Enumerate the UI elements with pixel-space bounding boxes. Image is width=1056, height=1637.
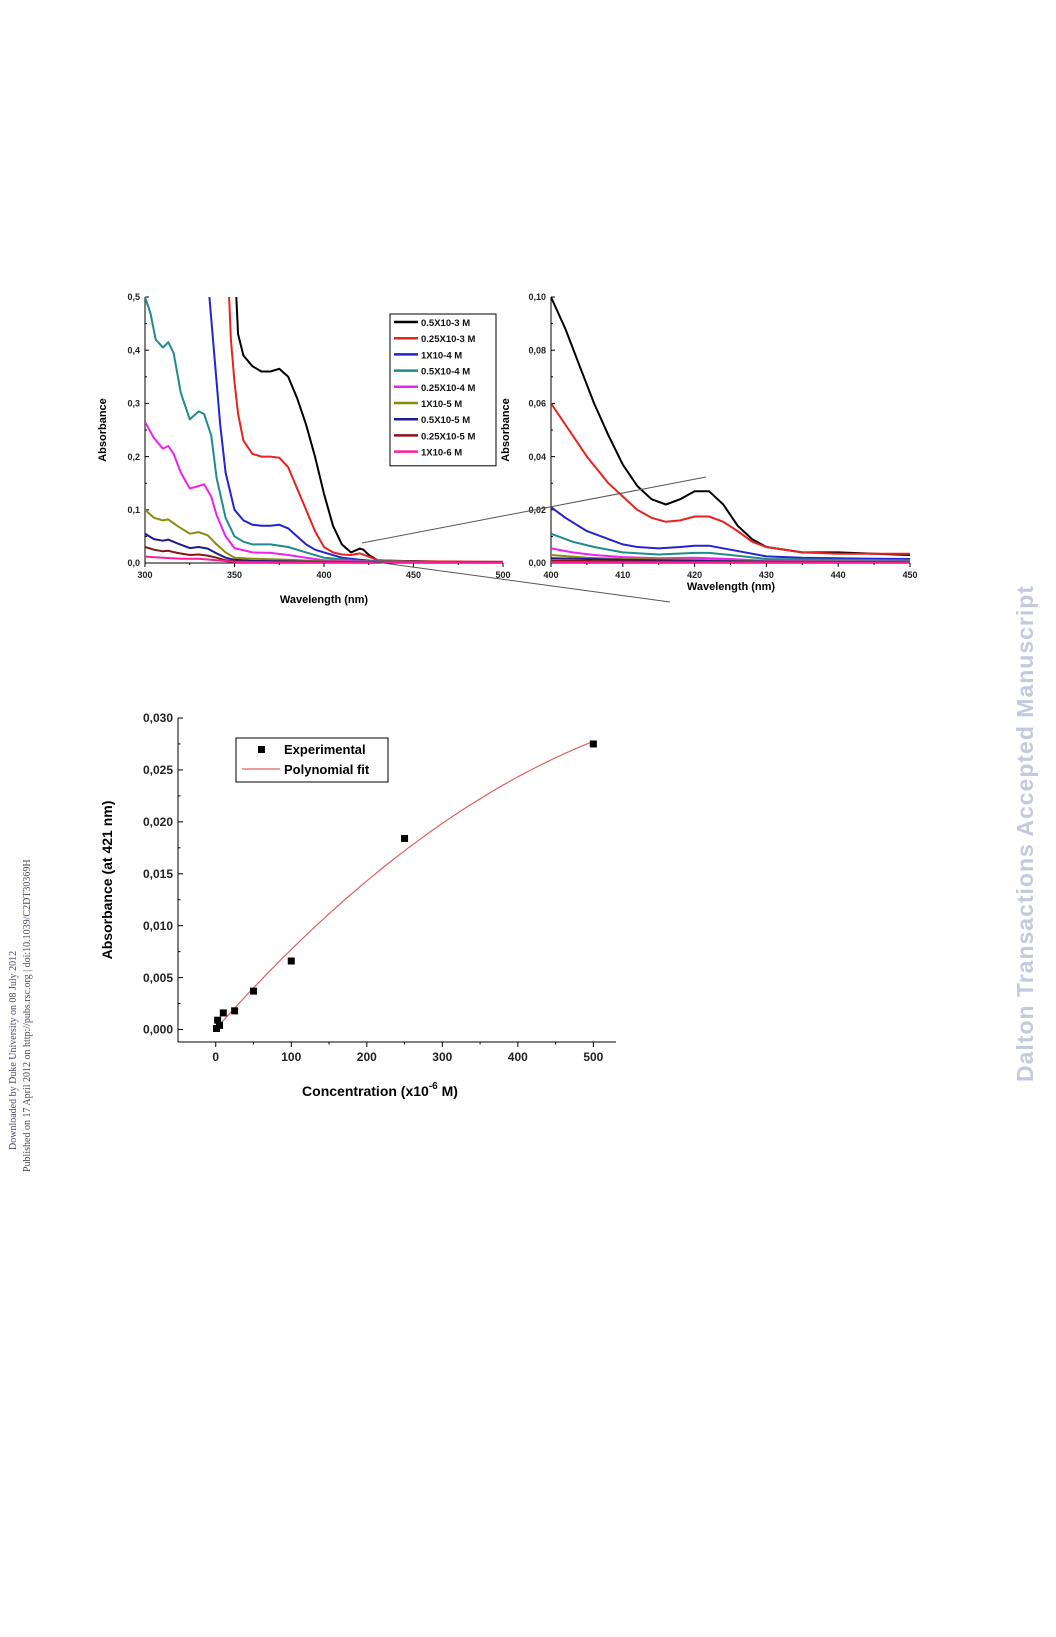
legend-entry: Polynomial fit bbox=[284, 762, 370, 777]
x-tick-label: 500 bbox=[495, 570, 510, 580]
y-tick-label: 0,00 bbox=[528, 558, 546, 568]
x-axis-label: Wavelength (nm) bbox=[687, 581, 776, 593]
y-axis-label: Absorbance bbox=[97, 398, 109, 462]
downloaded-line: Downloaded by Duke University on 08 July… bbox=[8, 950, 19, 1150]
legend-entry: 0.5X10-3 M bbox=[421, 318, 470, 329]
series-line-1x10-6-m bbox=[551, 561, 911, 563]
x-tick-label: 300 bbox=[137, 570, 152, 580]
y-axis-label: Absorbance (at 421 nm) bbox=[99, 801, 115, 960]
legend-entry: 1X10-4 M bbox=[421, 350, 462, 361]
series-line-0-5x10-4-m bbox=[551, 532, 911, 562]
zoom-connector-lines bbox=[361, 476, 707, 603]
series-line-0-25x10-4-m bbox=[145, 421, 503, 563]
series-group bbox=[551, 296, 911, 563]
legend-entry: Experimental bbox=[284, 742, 366, 757]
y-tick-label: 0,2 bbox=[127, 452, 140, 462]
experimental-point bbox=[214, 1016, 222, 1024]
x-tick-label: 410 bbox=[615, 570, 630, 580]
series-line-0-5x10-3-m bbox=[551, 296, 911, 556]
legend-entry: 0.5X10-4 M bbox=[421, 367, 470, 378]
experimental-point bbox=[219, 1009, 227, 1017]
experimental-point bbox=[231, 1007, 239, 1015]
y-tick-label: 0,020 bbox=[143, 815, 173, 829]
legend-entry: 0.25X10-4 M bbox=[421, 383, 475, 394]
y-tick-label: 0,4 bbox=[127, 345, 140, 355]
legend-entry: 0.25X10-3 M bbox=[421, 334, 475, 345]
y-tick-label: 0,3 bbox=[127, 399, 140, 409]
y-tick-label: 0,5 bbox=[127, 292, 140, 302]
y-tick-label: 0,015 bbox=[143, 867, 173, 881]
x-axis-label-suffix: M) bbox=[438, 1083, 458, 1099]
x-tick-label: 300 bbox=[432, 1050, 452, 1064]
x-tick-label: 440 bbox=[831, 570, 846, 580]
y-tick-label: 0,08 bbox=[528, 345, 546, 355]
x-tick-label: 0 bbox=[212, 1050, 219, 1064]
legend-entry: 0.25X10-5 M bbox=[421, 431, 475, 442]
x-tick-label: 100 bbox=[281, 1050, 301, 1064]
x-tick-label: 450 bbox=[406, 570, 421, 580]
legend-box bbox=[235, 737, 389, 783]
series-line-1x10-5-m bbox=[145, 509, 503, 563]
y-tick-label: 0,04 bbox=[528, 452, 546, 462]
experimental-point bbox=[287, 957, 295, 965]
experimental-point bbox=[401, 834, 409, 842]
y-tick-label: 0,06 bbox=[528, 399, 546, 409]
series-line-0-25x10-3-m bbox=[228, 296, 504, 563]
x-tick-label: 420 bbox=[687, 570, 702, 580]
series-line-0-5x10-4-m bbox=[145, 296, 504, 563]
legend-entry: 1X10-6 M bbox=[421, 448, 462, 459]
polynomial-fit-line bbox=[215, 740, 594, 1030]
published-line: Published on 17 April 2012 on http://pub… bbox=[22, 859, 33, 1172]
y-tick-label: 0,000 bbox=[143, 1023, 173, 1037]
x-axis-label: Wavelength (nm) bbox=[280, 594, 369, 606]
calibration-chart: 0,000 0,005 0,010 0,015 0,020 0,025 0,030 0 100 2… bbox=[99, 711, 616, 1099]
x-tick-label: 450 bbox=[902, 570, 917, 580]
x-tick-label: 350 bbox=[227, 570, 242, 580]
x-axis-label-main: Concentration (x10 bbox=[302, 1083, 429, 1099]
spectra-zoom-chart: 0,00 0,02 0,04 0,06 0,08 0,10 400 410 420 430 440 4… bbox=[500, 292, 918, 593]
y-tick-label: 0,005 bbox=[143, 971, 173, 985]
y-tick-label: 0,030 bbox=[143, 711, 173, 725]
experimental-point bbox=[250, 987, 258, 995]
legend-entry: 0.5X10-5 M bbox=[421, 415, 470, 426]
x-tick-label: 400 bbox=[316, 570, 331, 580]
series-line-1x10-4-m bbox=[208, 296, 504, 563]
experimental-point bbox=[216, 1021, 224, 1029]
y-tick-label: 0,10 bbox=[528, 292, 546, 302]
zoom-connector-lower bbox=[367, 560, 671, 603]
y-tick-label: 0,1 bbox=[127, 505, 140, 515]
experimental-point bbox=[589, 740, 597, 748]
y-tick-label: 0,02 bbox=[528, 505, 546, 515]
legend-swatch-experimental bbox=[258, 746, 265, 753]
x-axis-label-superscript: -6 bbox=[429, 1081, 438, 1092]
series-line-0-25x10-3-m bbox=[551, 402, 910, 555]
series-group bbox=[145, 296, 504, 563]
zoom-connector-upper bbox=[361, 476, 707, 544]
x-axis-label: Concentration (x10-6 M) bbox=[302, 1081, 458, 1099]
spectra-main-chart: 0,0 0,1 0,2 0,3 0,4 0,5 300 350 400 450 500 Wavelen… bbox=[97, 292, 511, 606]
y-tick-label: 0,0 bbox=[127, 558, 140, 568]
x-tick-label: 400 bbox=[508, 1050, 528, 1064]
y-tick-label: 0,025 bbox=[143, 763, 173, 777]
x-tick-label: 500 bbox=[583, 1050, 603, 1064]
y-axis-label: Absorbance bbox=[500, 398, 512, 462]
x-tick-label: 200 bbox=[357, 1050, 377, 1064]
x-tick-label: 430 bbox=[759, 570, 774, 580]
legend-entry: 1X10-5 M bbox=[421, 399, 462, 410]
journal-watermark: Dalton Transactions Accepted Manuscript bbox=[1012, 585, 1038, 1082]
spectra-legend: 0.5X10-3 M 0.25X10-3 M 1X10-4 M 0.5X10-4 M 0… bbox=[389, 313, 497, 467]
series-line-1x10-4-m bbox=[551, 506, 911, 560]
x-tick-label: 400 bbox=[543, 570, 558, 580]
y-tick-label: 0,010 bbox=[143, 919, 173, 933]
series-line-1x10-6-m bbox=[145, 555, 504, 563]
